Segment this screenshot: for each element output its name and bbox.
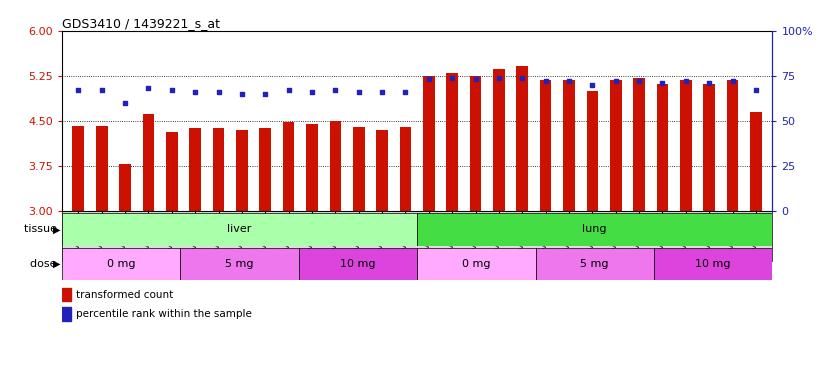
Point bbox=[563, 78, 576, 84]
Bar bbox=[493, 69, 505, 211]
Bar bbox=[73, 126, 84, 211]
Bar bbox=[62, 213, 417, 246]
Point bbox=[376, 89, 389, 95]
Text: dose: dose bbox=[31, 259, 60, 269]
Bar bbox=[236, 130, 248, 211]
Bar bbox=[610, 80, 622, 211]
Bar bbox=[400, 127, 411, 211]
Point bbox=[165, 87, 178, 93]
Bar bbox=[330, 121, 341, 211]
Bar bbox=[654, 248, 772, 280]
Point bbox=[72, 87, 85, 93]
Point bbox=[399, 89, 412, 95]
Bar bbox=[417, 213, 772, 246]
Point bbox=[306, 89, 319, 95]
Bar bbox=[423, 76, 434, 211]
Bar bbox=[259, 128, 271, 211]
Bar bbox=[376, 130, 388, 211]
Bar bbox=[96, 126, 107, 211]
Bar bbox=[540, 80, 552, 211]
Point bbox=[539, 78, 553, 84]
Point bbox=[235, 91, 249, 97]
Point bbox=[95, 87, 108, 93]
Point bbox=[352, 89, 365, 95]
Point bbox=[726, 78, 739, 84]
Point bbox=[656, 80, 669, 86]
Text: 10 mg: 10 mg bbox=[340, 259, 376, 269]
Bar bbox=[299, 248, 417, 280]
Bar bbox=[189, 128, 201, 211]
Text: 0 mg: 0 mg bbox=[462, 259, 491, 269]
Bar bbox=[535, 248, 654, 280]
Bar bbox=[586, 91, 598, 211]
Bar bbox=[62, 248, 180, 280]
Text: ▶: ▶ bbox=[53, 224, 60, 235]
Bar bbox=[657, 84, 668, 211]
Bar bbox=[446, 73, 458, 211]
Point bbox=[422, 76, 435, 83]
Point bbox=[445, 74, 458, 81]
Bar bbox=[516, 66, 528, 211]
Bar bbox=[119, 164, 131, 211]
Text: 5 mg: 5 mg bbox=[225, 259, 254, 269]
Point bbox=[282, 87, 295, 93]
Point bbox=[469, 76, 482, 83]
Bar bbox=[143, 114, 154, 211]
Point bbox=[142, 85, 155, 91]
Bar bbox=[212, 128, 225, 211]
Bar bbox=[166, 132, 178, 211]
Bar bbox=[306, 124, 318, 211]
Point bbox=[515, 74, 529, 81]
Bar bbox=[417, 248, 535, 280]
Text: GDS3410 / 1439221_s_at: GDS3410 / 1439221_s_at bbox=[62, 17, 220, 30]
Point bbox=[633, 78, 646, 84]
Text: lung: lung bbox=[582, 224, 607, 235]
Point bbox=[188, 89, 202, 95]
Bar bbox=[704, 84, 715, 211]
Bar bbox=[282, 122, 294, 211]
Point bbox=[609, 78, 622, 84]
Point bbox=[749, 87, 762, 93]
Text: 10 mg: 10 mg bbox=[695, 259, 731, 269]
Bar bbox=[750, 112, 762, 211]
Text: 5 mg: 5 mg bbox=[581, 259, 609, 269]
Bar bbox=[634, 78, 645, 211]
Bar bbox=[680, 80, 691, 211]
Point bbox=[118, 100, 131, 106]
Text: percentile rank within the sample: percentile rank within the sample bbox=[76, 309, 252, 319]
Bar bbox=[353, 127, 364, 211]
Point bbox=[703, 80, 716, 86]
Text: tissue: tissue bbox=[24, 224, 60, 235]
Point bbox=[586, 82, 599, 88]
Bar bbox=[563, 80, 575, 211]
Point bbox=[492, 74, 506, 81]
Bar bbox=[180, 248, 299, 280]
Bar bbox=[62, 288, 71, 301]
Text: transformed count: transformed count bbox=[76, 290, 173, 300]
Point bbox=[259, 91, 272, 97]
Point bbox=[679, 78, 692, 84]
Text: ▶: ▶ bbox=[53, 259, 60, 269]
Bar bbox=[470, 76, 482, 211]
Point bbox=[329, 87, 342, 93]
Text: liver: liver bbox=[227, 224, 252, 235]
Text: 0 mg: 0 mg bbox=[107, 259, 135, 269]
Bar bbox=[62, 307, 71, 321]
Point bbox=[212, 89, 225, 95]
Bar bbox=[727, 80, 738, 211]
